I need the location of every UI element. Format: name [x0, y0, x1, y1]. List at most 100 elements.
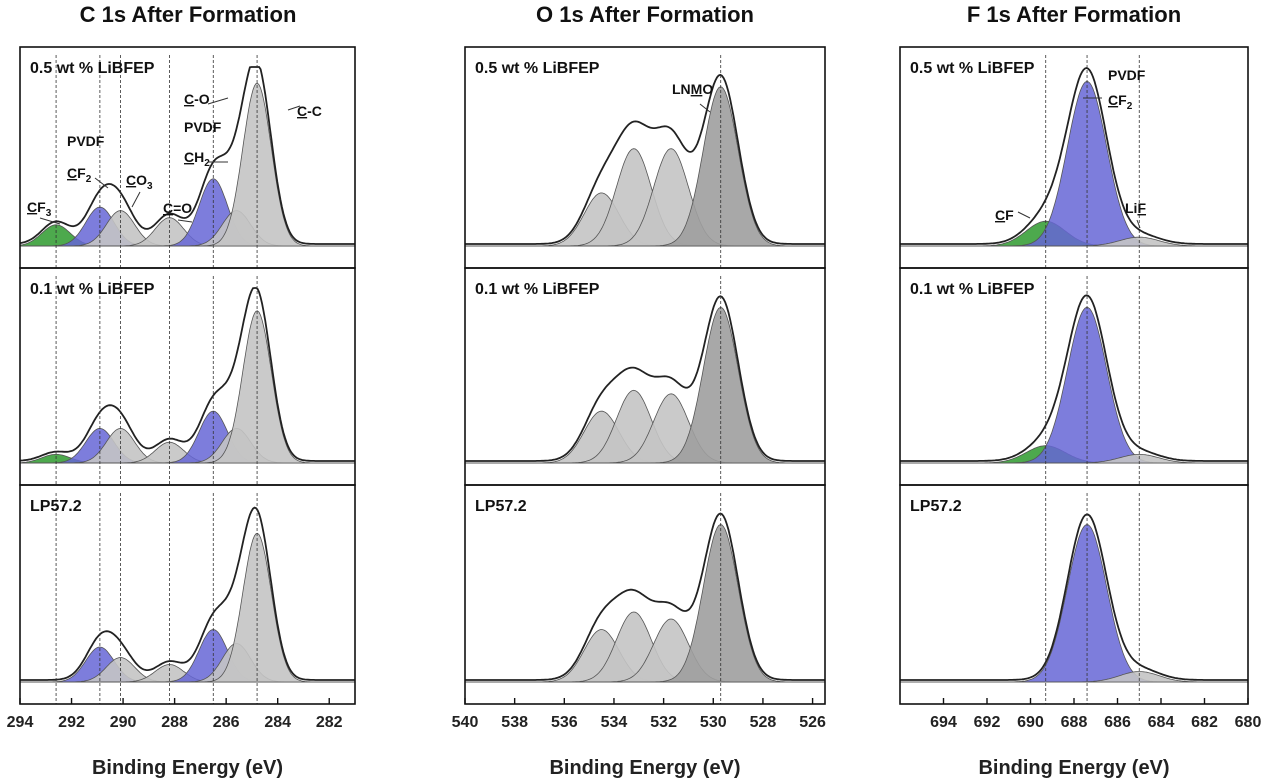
annotation-leader [699, 103, 711, 113]
chart-title: O 1s After Formation [536, 2, 754, 27]
peak-component [465, 86, 825, 247]
x-tick-label: 684 [1148, 714, 1175, 731]
peak-annotation: CF [995, 207, 1014, 223]
panel-frame [19, 484, 356, 705]
peak-component [900, 306, 1248, 464]
peak-component [465, 524, 825, 683]
peak-component [20, 532, 355, 683]
peak-annotation: CH2 [184, 149, 210, 169]
peak-annotation: CF2 [67, 165, 92, 185]
x-tick-label: 682 [1191, 714, 1218, 731]
annotation-underlined: C [995, 207, 1005, 223]
sample-label: 0.1 wt % LiBFEP [30, 281, 155, 298]
x-tick-label: 680 [1235, 714, 1262, 731]
peak-annotation: PVDF [184, 119, 222, 135]
peak-annotation: C-C [297, 103, 322, 119]
annotation-text: F [1118, 92, 1127, 108]
x-tick-label: 526 [799, 714, 826, 731]
chart-title: C 1s After Formation [80, 2, 297, 27]
envelope-line [20, 506, 355, 681]
spectrum-panel-1: 0.1 wt % LiBFEP [899, 267, 1249, 486]
annotation-subscript: 3 [46, 208, 52, 219]
peak-component [20, 82, 355, 247]
annotation-underlined: C [27, 199, 37, 215]
annotation-leader [131, 191, 141, 208]
annotation-leader [1017, 211, 1031, 219]
x-tick-label: 530 [700, 714, 727, 731]
peak-component [900, 80, 1248, 247]
annotation-text: O [702, 81, 713, 97]
annotation-text: LN [672, 81, 691, 97]
envelope-line [465, 73, 825, 245]
annotation-underlined: C [1108, 92, 1118, 108]
x-tick-label: 284 [264, 714, 291, 731]
x-tick-label: 536 [551, 714, 578, 731]
x-tick-label: 686 [1104, 714, 1131, 731]
x-tick-label: 288 [161, 714, 188, 731]
x-tick-label: 692 [974, 714, 1001, 731]
x-tick-label: 528 [750, 714, 777, 731]
peak-component [900, 671, 1248, 683]
x-tick-label: 282 [316, 714, 343, 731]
envelope-line [900, 294, 1248, 462]
spectrum-panel-0: 0.5 wt % LiBFEP [899, 46, 1249, 269]
spectrum-panel-1: 0.1 wt % LiBFEP [19, 267, 356, 486]
annotation-text: =O [173, 200, 192, 216]
x-tick-label: 292 [58, 714, 85, 731]
sample-label: 0.1 wt % LiBFEP [475, 281, 600, 298]
chart-column-1: O 1s After Formation 0.5 wt % LiBFEP 0.1 w… [452, 2, 826, 779]
spectrum-panel-0: 0.5 wt % LiBFEP [464, 46, 826, 269]
x-tick-label: 540 [452, 714, 479, 731]
sample-label: LP57.2 [30, 498, 82, 515]
chart-column-0: C 1s After Formation 0.5 wt % LiBFEP 0.1 w… [7, 2, 356, 779]
x-tick-label: 690 [1017, 714, 1044, 731]
annotation-underlined: M [691, 81, 703, 97]
x-tick-label: 290 [110, 714, 137, 731]
chart-title: F 1s After Formation [967, 2, 1181, 27]
x-tick-label: 538 [501, 714, 528, 731]
sample-label: 0.5 wt % LiBFEP [30, 60, 155, 77]
x-tick-label: 688 [1061, 714, 1088, 731]
annotation-text: F [37, 199, 46, 215]
spectrum-panel-2: LP57.2 [899, 484, 1249, 705]
annotation-text: F [1005, 207, 1014, 223]
annotation-leader [39, 217, 61, 225]
peak-annotation: PVDF [1108, 67, 1146, 83]
x-tick-label: 294 [7, 714, 34, 731]
peak-component [20, 410, 355, 464]
peak-component [900, 236, 1248, 247]
envelope-line [900, 67, 1248, 245]
spectrum-panel-1: 0.1 wt % LiBFEP [464, 267, 826, 486]
annotation-subscript: 3 [147, 181, 153, 192]
envelope-line [19, 66, 355, 245]
x-tick-label: 286 [213, 714, 240, 731]
peak-annotation: LNMO [672, 81, 713, 97]
x-tick-label: 532 [650, 714, 677, 731]
annotation-text: O [136, 172, 147, 188]
annotation-leader [207, 97, 229, 105]
annotation-subscript: 2 [204, 158, 210, 169]
sample-label: 0.5 wt % LiBFEP [475, 60, 600, 77]
annotation-leader [177, 219, 193, 223]
x-axis-label: Binding Energy (eV) [549, 757, 740, 779]
peak-annotation: CF2 [1108, 92, 1133, 112]
annotation-subscript: 2 [86, 174, 92, 185]
sample-label: 0.1 wt % LiBFEP [910, 281, 1035, 298]
x-tick-label: 534 [601, 714, 628, 731]
annotation-underlined: F [1137, 200, 1146, 216]
peak-component [20, 629, 355, 683]
sample-label: 0.5 wt % LiBFEP [910, 60, 1035, 77]
annotation-underlined: C [67, 165, 77, 181]
spectrum-panel-2: LP57.2 [464, 484, 826, 705]
peak-annotation: LiF [1125, 200, 1146, 216]
annotation-text: H [194, 149, 204, 165]
annotation-text: -C [307, 103, 322, 119]
peak-annotation: C=O [163, 200, 192, 216]
annotation-text: -O [194, 91, 210, 107]
peak-component [465, 306, 825, 464]
annotation-underlined: C [184, 149, 194, 165]
annotation-leader [287, 105, 301, 111]
panel-frame [464, 484, 826, 705]
sample-label: LP57.2 [910, 498, 962, 515]
